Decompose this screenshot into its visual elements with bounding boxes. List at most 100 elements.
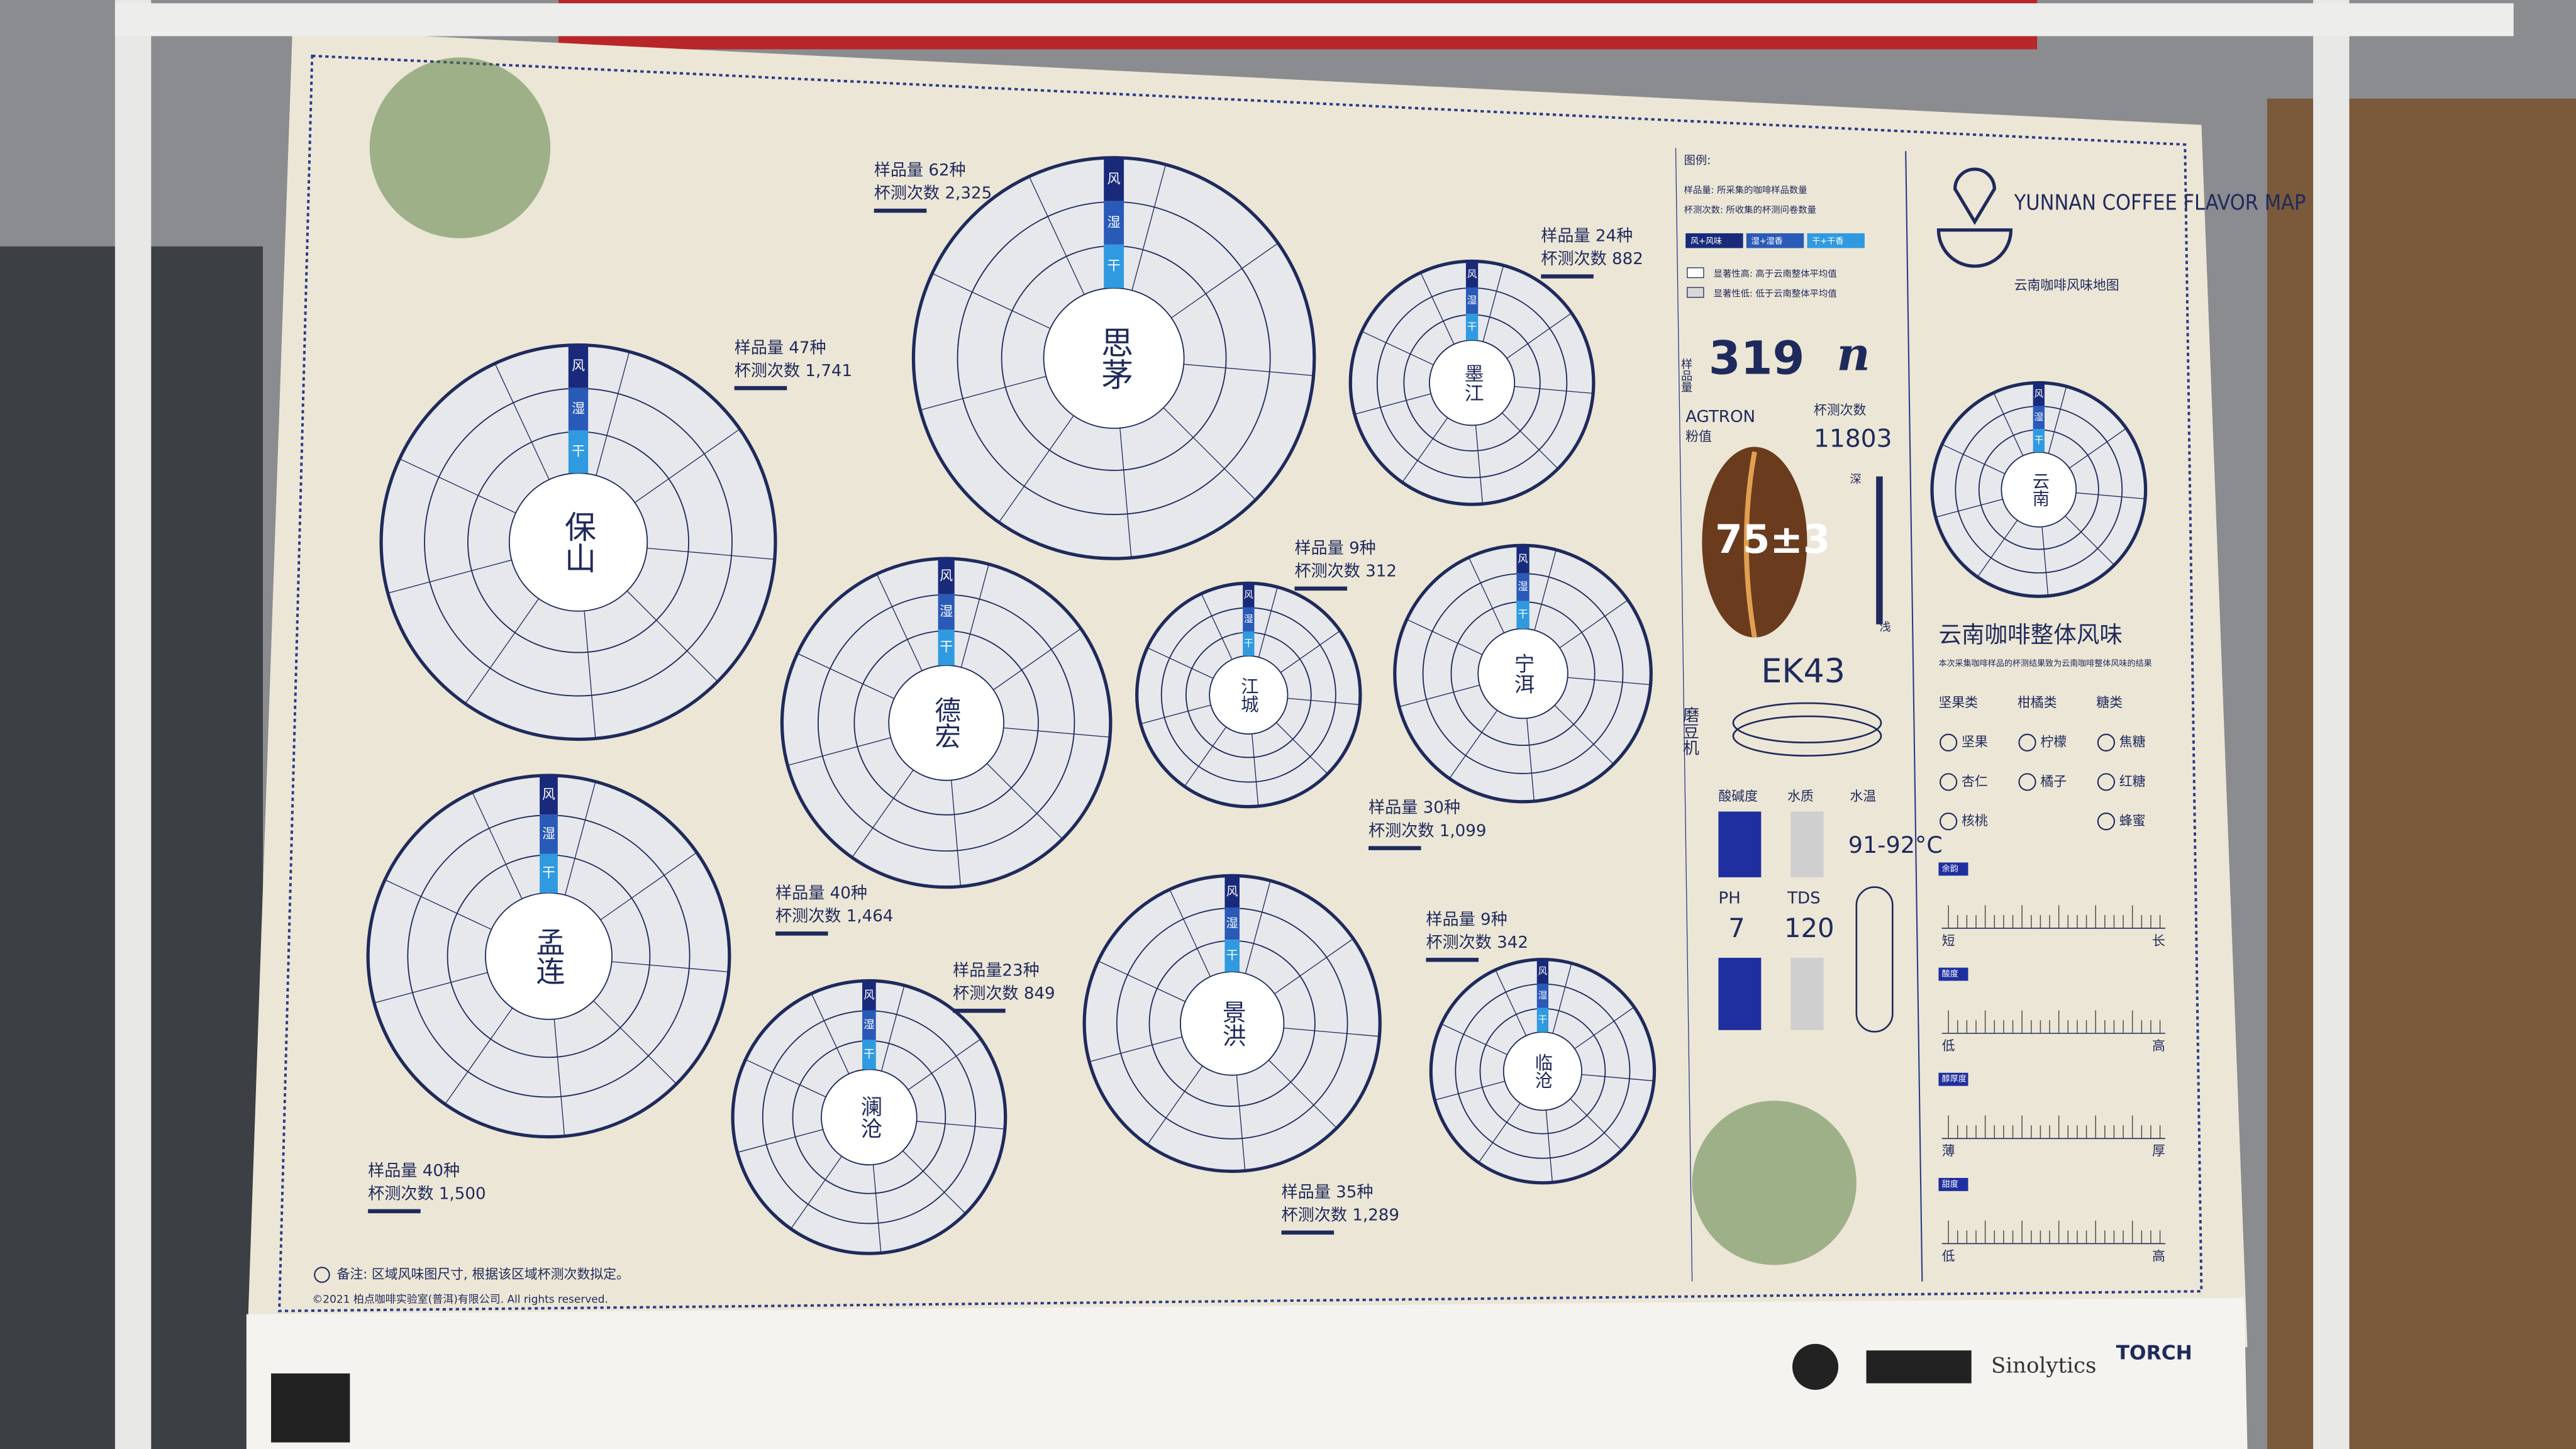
text: 水质 — [1787, 789, 1814, 804]
wheel-divider — [872, 1164, 882, 1253]
wheel-divider — [1280, 630, 1341, 673]
wheel-divider — [1140, 704, 1211, 724]
text: 湿+湿香 — [1752, 237, 1783, 247]
wheel-divider — [797, 653, 895, 699]
text: 水温 — [1850, 789, 1876, 804]
text: Sinolytics — [1991, 1353, 2096, 1378]
wheel-divider — [931, 273, 1051, 329]
wheel-divider — [553, 1019, 565, 1136]
legend-swatch — [1687, 267, 1704, 279]
legend-key — [1685, 233, 1743, 248]
wheel-divider — [1171, 243, 1279, 319]
wheel-divider — [1552, 963, 1572, 1034]
text: 酸碱度 — [1718, 789, 1758, 804]
text: 红糖 — [2119, 774, 2146, 789]
text: 样品量: 所采集的咖啡样品数量 — [1684, 185, 1807, 196]
wheel-divider — [1399, 684, 1480, 708]
text: 干 — [1467, 321, 1477, 333]
wheel-divider — [902, 1150, 966, 1214]
label-bar — [1541, 274, 1594, 279]
flavor-icon — [1940, 733, 1958, 752]
wheel-divider — [745, 1059, 826, 1097]
scale-tag — [1938, 1072, 1968, 1086]
logo — [1936, 167, 2013, 268]
wheel-divider — [1274, 938, 1354, 994]
decor — [271, 57, 2013, 1443]
wheel-divider — [611, 961, 729, 973]
label-bar — [368, 1209, 421, 1214]
wheel-divider — [876, 574, 923, 671]
wheel-divider — [1495, 969, 1527, 1036]
label-bar — [775, 931, 828, 936]
wheel-divider — [1574, 1006, 1635, 1050]
wheel-divider — [1406, 619, 1483, 655]
wheel-divider — [916, 1121, 1005, 1130]
wheel-divider — [1506, 313, 1572, 359]
wheel-divider — [1441, 1023, 1507, 1055]
wheel-divider — [1097, 960, 1185, 1002]
sponsor-logo — [1792, 1343, 1839, 1390]
text: 醇厚度 — [1942, 1074, 1967, 1084]
text: 杯测次数 342 — [1426, 933, 1528, 952]
text: 景洪 — [1218, 1000, 1246, 1047]
text: 德宏 — [931, 697, 962, 750]
text: 风 — [572, 358, 585, 374]
text: 云南 — [2029, 472, 2049, 506]
text: 样品量 35种 — [1282, 1183, 1374, 1202]
wheel-divider — [993, 628, 1082, 691]
flavor-icon — [2018, 733, 2036, 752]
flavor-icon — [2097, 733, 2116, 752]
leaves — [369, 57, 551, 238]
wheel-divider — [1482, 265, 1504, 342]
text: 湿 — [940, 604, 953, 619]
text: 干 — [863, 1048, 874, 1061]
ring-key — [1465, 287, 1479, 314]
text: 显著性高: 高于云南整体平均值 — [1714, 269, 1837, 279]
wheel-divider — [2075, 492, 2146, 499]
wheel-divider — [737, 1129, 823, 1153]
text: 风 — [940, 568, 953, 583]
ring-key — [1516, 573, 1530, 601]
text: EK43 — [1761, 653, 1845, 691]
ring-key — [1516, 601, 1530, 629]
text: 杯测次数 1,741 — [735, 362, 852, 380]
text: 样品量23种 — [953, 961, 1040, 980]
ring-key — [540, 814, 558, 854]
text: 风 — [863, 989, 874, 1002]
wheel-divider — [908, 1038, 981, 1091]
text: 风 — [1226, 885, 1238, 898]
wheel-divider — [1169, 889, 1211, 977]
text: 粉值 — [1685, 429, 1712, 444]
ring-key — [1243, 631, 1255, 656]
flavor-icon — [2018, 773, 2036, 791]
ring-key — [1224, 908, 1240, 940]
text: 云南咖啡风味地图 — [2014, 278, 2119, 293]
text: 样品量 40种 — [775, 884, 867, 903]
wheel-divider — [2069, 428, 2127, 469]
ring-key — [1465, 314, 1479, 340]
text: 11803 — [1814, 425, 1892, 453]
ph-bar — [1718, 957, 1762, 1030]
text: 江城 — [1238, 677, 1259, 713]
text: 余韵 — [1942, 863, 1958, 874]
text: 样品量 9种 — [1426, 910, 1507, 929]
wheel-divider — [960, 564, 989, 668]
text: 宁洱 — [1511, 653, 1535, 694]
wheel-divider — [880, 985, 905, 1072]
bean-crease — [1743, 451, 1757, 638]
text: 杯测次数: 所收集的杯测问卷数量 — [1684, 204, 1816, 215]
ring-key — [2033, 382, 2045, 406]
wheel-divider — [986, 763, 1063, 840]
ring-key — [862, 1010, 876, 1040]
text: 长 — [2152, 933, 2165, 948]
wheel-divider — [1402, 417, 1448, 483]
text: YUNNAN COFFEE FLAVOR MAP — [2014, 190, 2306, 215]
text: 91-92°C — [1848, 831, 1943, 858]
text: 湿 — [1244, 614, 1253, 625]
wheel-divider — [1089, 1036, 1182, 1062]
scale-tag — [1938, 862, 1968, 876]
label-bar — [1294, 586, 1348, 591]
wheel-divider — [564, 781, 596, 896]
text: 图例: — [1684, 154, 1711, 167]
